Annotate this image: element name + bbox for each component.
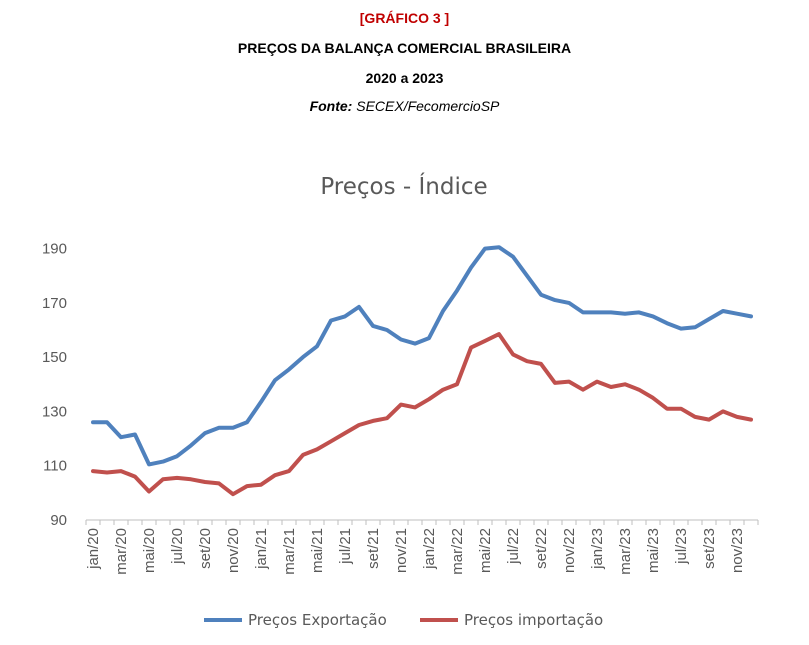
x-axis: jan/20 mar/20 mai/20 jul/20 set/20 nov/20 jan/… <box>85 519 759 575</box>
x-tick-label: nov/20 <box>225 528 242 573</box>
x-tick-label: set/21 <box>365 528 382 569</box>
y-tick-label: 190 <box>42 241 67 258</box>
y-tick-label: 170 <box>42 295 67 312</box>
series-line-importacao <box>91 332 753 497</box>
source-line: Fonte: SECEX/FecomercioSP <box>0 98 809 114</box>
x-tick-label: jan/20 <box>85 528 102 570</box>
x-tick-label: jan/23 <box>589 528 606 570</box>
x-tick-label: nov/23 <box>729 528 746 573</box>
series-line-exportacao <box>91 245 753 467</box>
series-group <box>91 245 753 497</box>
y-tick-label: 90 <box>50 512 67 529</box>
x-tick-label: jan/21 <box>253 528 270 570</box>
x-tick-label: jul/20 <box>169 528 186 565</box>
x-tick-label: mar/21 <box>281 528 298 575</box>
x-tick-label: set/23 <box>701 528 718 569</box>
legend-label: Preços Exportação <box>248 611 387 629</box>
x-tick-label: mar/22 <box>449 528 466 575</box>
x-tick-label: jul/22 <box>505 528 522 565</box>
x-tick-label: set/22 <box>533 528 550 569</box>
x-tick-label: set/20 <box>197 528 214 569</box>
period-subtitle: 2020 a 2023 <box>365 70 444 86</box>
source-key: Fonte: <box>309 98 353 114</box>
x-tick-label: mar/23 <box>617 528 634 575</box>
y-tick-label: 130 <box>42 403 67 420</box>
legend: Preços Exportação Preços importação <box>204 611 603 629</box>
x-tick-label: jul/21 <box>337 528 354 565</box>
y-tick-label: 150 <box>42 349 67 366</box>
page-title: PREÇOS DA BALANÇA COMERCIAL BRASILEIRA <box>237 40 572 56</box>
y-tick-label: 110 <box>43 458 67 475</box>
x-tick-label: mai/23 <box>645 528 662 573</box>
x-tick-label: mai/21 <box>309 528 326 573</box>
chart-title: Preços - Índice <box>320 172 487 200</box>
chart-label: [GRÁFICO 3 ] <box>359 10 450 26</box>
legend-label: Preços importação <box>464 611 603 629</box>
x-tick-label: jan/22 <box>421 528 438 570</box>
x-tick-label: mar/20 <box>113 528 130 575</box>
x-tick-label: mai/22 <box>477 528 494 573</box>
x-tick-label: mai/20 <box>141 528 158 573</box>
x-tick-label: jul/23 <box>673 528 690 565</box>
x-tick-label: nov/21 <box>393 528 410 573</box>
x-tick-label: nov/22 <box>561 528 578 573</box>
y-axis: 90 110 130 150 170 190 <box>42 241 67 529</box>
source-value: SECEX/FecomercioSP <box>356 98 500 114</box>
